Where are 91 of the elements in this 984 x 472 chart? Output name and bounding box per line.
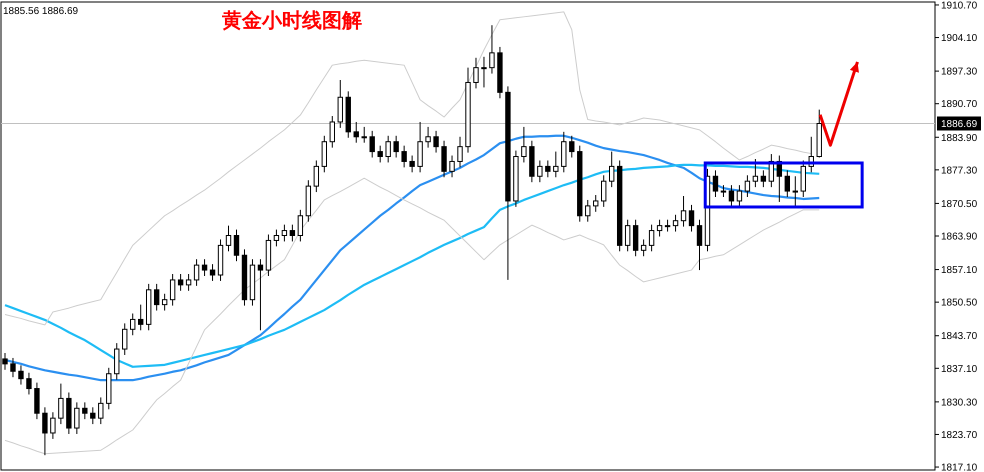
y-tick-label: 1857.10 <box>941 265 978 276</box>
y-tick-label: 1904.10 <box>941 33 978 44</box>
candlestick <box>680 196 686 228</box>
candlestick <box>696 219 702 271</box>
candlestick <box>42 406 48 456</box>
candlestick <box>401 145 407 168</box>
chart-title: 黄金小时线图解 <box>221 10 362 32</box>
y-tick-label: 1877.30 <box>941 165 978 176</box>
candlestick <box>138 304 144 331</box>
candlestick <box>672 214 678 232</box>
candlestick <box>194 258 200 286</box>
candlestick <box>202 258 208 276</box>
candlestick <box>545 160 551 178</box>
candlestick <box>130 313 136 336</box>
candlestick <box>170 274 176 306</box>
ref-line-label: 1886.69 <box>941 118 978 130</box>
candlestick <box>425 126 431 148</box>
candlestick <box>553 151 559 178</box>
candlestick <box>186 274 192 292</box>
candlestick <box>226 225 232 252</box>
candlestick <box>377 145 383 163</box>
candlestick <box>473 57 479 89</box>
candlestick <box>26 372 32 395</box>
candlestick <box>409 155 415 173</box>
y-tick-label: 1823.70 <box>941 430 978 441</box>
candlestick <box>154 283 160 312</box>
y-tick-label: 1883.90 <box>941 132 978 144</box>
candlestick <box>58 383 64 425</box>
y-tick-label: 1830.30 <box>941 397 978 408</box>
candlestick <box>752 158 758 188</box>
candlestick <box>624 219 630 252</box>
candlestick <box>298 209 304 242</box>
candlestick <box>362 126 367 144</box>
candlestick <box>728 184 734 208</box>
candlestick <box>736 184 742 208</box>
candlestick <box>370 130 375 158</box>
candlestick <box>82 402 88 420</box>
y-tick-label: 1870.50 <box>941 198 978 210</box>
candlestick <box>178 274 184 292</box>
y-tick-label: 1843.70 <box>941 331 978 342</box>
candlestick <box>433 130 439 154</box>
candlestick <box>593 194 598 212</box>
y-tick-label: 1897.30 <box>941 66 978 78</box>
y-tick-label: 1910.70 <box>941 0 978 12</box>
y-tick-label: 1850.50 <box>941 298 978 309</box>
candlestick <box>664 219 670 232</box>
y-tick-label: 1817.10 <box>941 462 978 472</box>
candlestick <box>314 160 320 193</box>
candlestick <box>449 155 455 178</box>
candlestick <box>258 258 264 331</box>
candlestick <box>393 135 399 158</box>
candlestick <box>481 56 487 88</box>
candlestick <box>521 126 527 163</box>
candlestick <box>656 219 662 237</box>
y-tick-label: 1837.10 <box>941 364 978 375</box>
candlestick <box>648 224 654 252</box>
candlestick <box>712 170 718 198</box>
candlestick <box>90 406 96 425</box>
line-series <box>4 178 820 454</box>
candlestick <box>330 116 335 148</box>
candlestick <box>210 264 216 282</box>
candlestick <box>282 224 288 242</box>
candlestick <box>290 224 296 242</box>
candlestick <box>457 136 463 168</box>
candlestick <box>537 160 543 183</box>
candlestick <box>601 174 606 208</box>
annotation: 1885.56 1886.69 <box>3 6 79 17</box>
candlestick <box>760 170 766 188</box>
candlestick <box>162 293 168 312</box>
candlestick <box>122 322 128 356</box>
candlestick <box>385 135 391 163</box>
candlestick <box>784 170 790 198</box>
candlestick <box>640 238 646 257</box>
candlestick <box>688 204 694 232</box>
candlestick <box>585 199 590 222</box>
candlestick <box>744 174 750 198</box>
candlestick <box>569 135 574 158</box>
candlestick <box>274 229 280 247</box>
y-tick-label: 1890.70 <box>941 99 978 110</box>
candlestick <box>50 412 56 440</box>
candlestick <box>792 176 798 206</box>
candlestick <box>98 396 104 425</box>
candlestick <box>608 151 614 188</box>
candlestick <box>18 364 24 386</box>
candlestick <box>354 121 359 144</box>
candlestick <box>234 229 240 262</box>
y-tick-label: 1863.90 <box>941 232 978 242</box>
candlestick <box>720 184 726 198</box>
candlestick <box>74 402 80 434</box>
candlestick <box>489 24 495 74</box>
candlestick <box>10 357 16 378</box>
